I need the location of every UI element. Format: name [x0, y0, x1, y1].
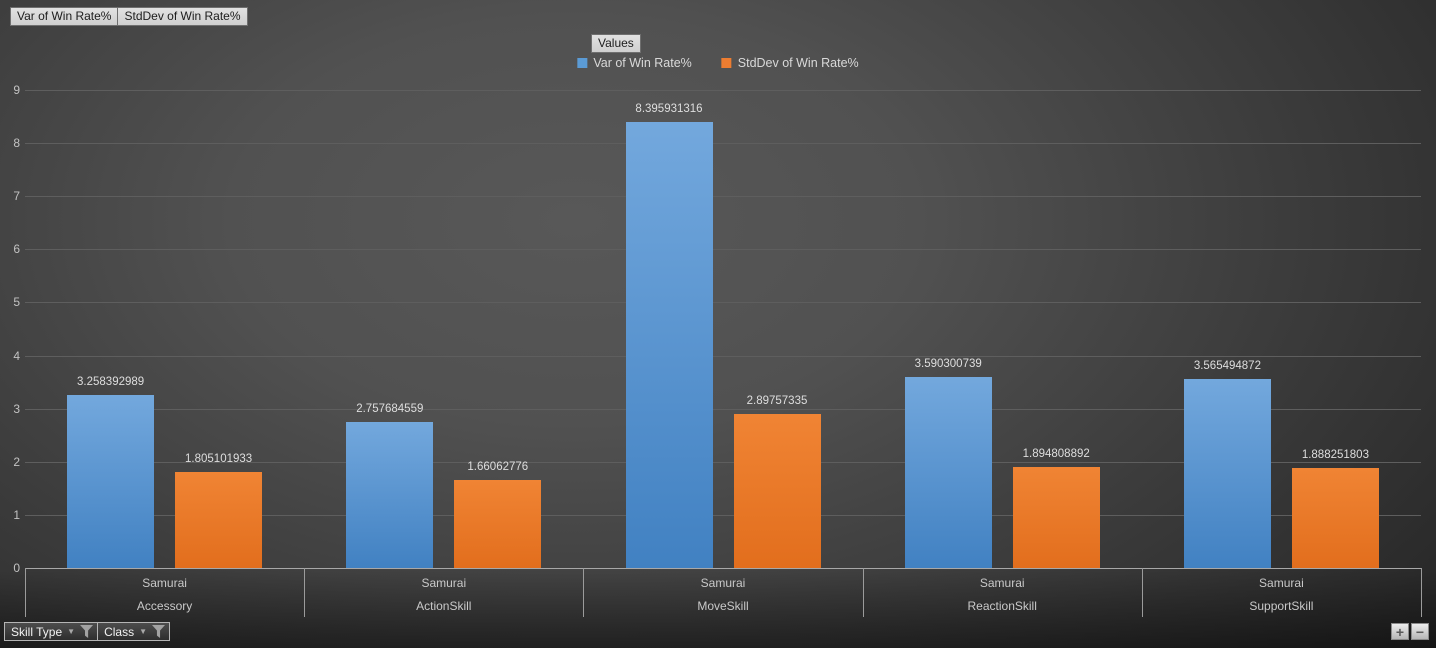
gridline	[25, 302, 1421, 304]
gridline	[25, 249, 1421, 251]
y-tick-label: 4	[13, 348, 20, 363]
bar-var-of-win-rate[interactable]	[1183, 378, 1271, 568]
y-tick-label: 7	[13, 189, 20, 204]
legend-item-var[interactable]: Var of Win Rate%	[577, 56, 692, 70]
category-divider	[1421, 568, 1422, 617]
legend-item-stddev[interactable]: StdDev of Win Rate%	[721, 56, 859, 70]
bar-stddev-of-win-rate[interactable]	[733, 414, 821, 568]
axis-field-label: Skill Type	[11, 624, 63, 639]
category-label: SupportSkill	[1249, 599, 1314, 613]
bar-value-label: 1.805101933	[185, 453, 253, 466]
category-label: ActionSkill	[416, 599, 472, 613]
legend-label: StdDev of Win Rate%	[737, 56, 859, 70]
gridline	[25, 461, 1421, 463]
bar-value-label: 1.888251803	[1301, 448, 1369, 461]
bar-value-label: 3.565494872	[1193, 359, 1261, 372]
y-tick-label: 6	[13, 242, 20, 257]
category-label: ReactionSkill	[967, 599, 1037, 613]
category-label: MoveSkill	[697, 599, 749, 613]
category-group-label: Samurai	[1259, 576, 1304, 590]
bar-stddev-of-win-rate[interactable]	[454, 479, 542, 568]
axis-field-button-skill-type[interactable]: Skill Type ▼	[4, 622, 99, 641]
filter-funnel-icon	[152, 625, 165, 638]
chart-legend: Var of Win Rate% StdDev of Win Rate%	[577, 56, 859, 70]
category-divider	[25, 568, 26, 617]
bar-value-label: 2.89757335	[746, 395, 808, 408]
bar-value-label: 1.66062776	[467, 460, 529, 473]
y-tick-label: 9	[13, 83, 20, 97]
axis-field-button-row: Skill Type ▼ Class ▼	[4, 622, 170, 641]
gridline	[25, 408, 1421, 410]
values-field-button[interactable]: Values	[591, 34, 641, 53]
axis-field-button-class[interactable]: Class ▼	[97, 622, 170, 641]
category-divider	[583, 568, 585, 617]
y-tick-label: 2	[13, 454, 20, 469]
y-tick-label: 1	[13, 507, 20, 522]
category-group-label: Samurai	[700, 576, 746, 590]
value-field-button-stddev[interactable]: StdDev of Win Rate%	[117, 7, 248, 26]
bar-stddev-of-win-rate[interactable]	[1291, 467, 1379, 568]
bar-stddev-of-win-rate[interactable]	[175, 472, 263, 568]
filter-funnel-icon	[80, 625, 94, 638]
category-group-label: Samurai	[979, 576, 1025, 590]
bar-var-of-win-rate[interactable]	[904, 377, 992, 568]
category-divider	[304, 568, 306, 617]
bar-var-of-win-rate[interactable]	[346, 421, 434, 568]
value-field-button-var[interactable]: Var of Win Rate%	[10, 7, 119, 26]
y-tick-label: 0	[13, 561, 20, 575]
drill-button-group: + −	[1391, 623, 1429, 640]
bar-value-label: 3.258392989	[77, 375, 145, 388]
bar-value-label: 3.590300739	[914, 358, 982, 371]
dropdown-arrow-icon: ▼	[139, 626, 147, 636]
y-tick-label: 3	[13, 401, 20, 416]
category-divider	[862, 568, 864, 617]
bar-value-label: 2.757684559	[356, 402, 424, 415]
gridline	[25, 355, 1421, 357]
gridline	[25, 143, 1421, 145]
gridline	[25, 514, 1421, 516]
bar-value-label: 8.395931316	[635, 103, 703, 116]
gridline	[25, 90, 1421, 91]
y-tick-label: 8	[13, 136, 20, 151]
drill-up-minus-button[interactable]: −	[1411, 623, 1429, 640]
category-group-label: Samurai	[421, 576, 467, 590]
bar-value-label: 1.894808892	[1022, 448, 1090, 461]
dropdown-arrow-icon: ▼	[67, 626, 76, 636]
category-label: Accessory	[136, 599, 193, 613]
bar-var-of-win-rate[interactable]	[625, 122, 713, 568]
category-divider	[1141, 568, 1143, 617]
y-tick-label: 5	[13, 295, 20, 310]
x-axis-line	[25, 568, 1421, 569]
axis-field-label: Class	[104, 624, 135, 639]
legend-swatch-orange-icon	[721, 58, 732, 68]
value-field-button-row: Var of Win Rate% StdDev of Win Rate%	[10, 7, 248, 26]
legend-swatch-blue-icon	[577, 58, 588, 68]
drill-down-plus-button[interactable]: +	[1391, 623, 1409, 640]
legend-label: Var of Win Rate%	[593, 56, 692, 70]
bar-stddev-of-win-rate[interactable]	[1012, 467, 1100, 568]
category-group-label: Samurai	[142, 576, 187, 590]
bar-var-of-win-rate[interactable]	[67, 394, 155, 568]
gridline	[25, 196, 1421, 198]
